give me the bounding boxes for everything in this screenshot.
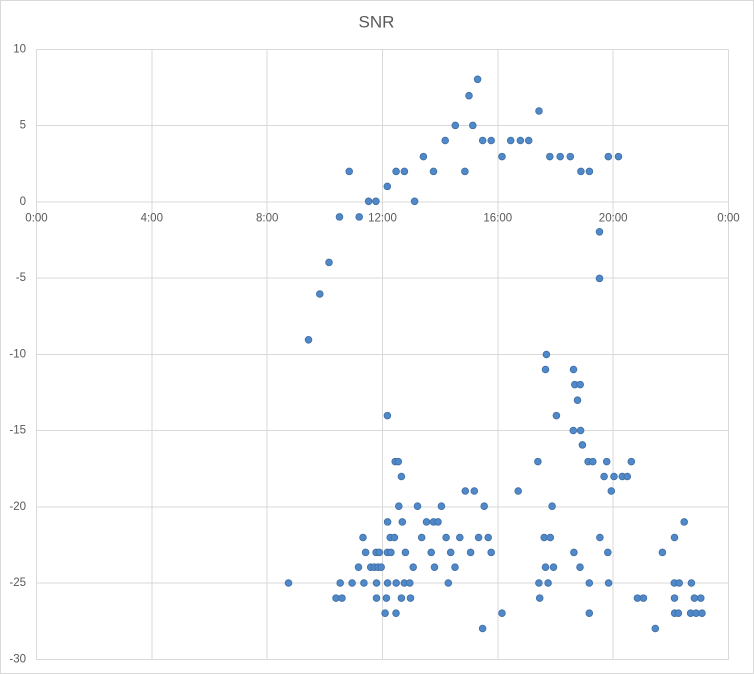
svg-text:-10: -10 [9,349,26,361]
svg-text:-20: -20 [9,501,26,513]
svg-text:-30: -30 [9,654,26,666]
svg-text:12:00: 12:00 [368,212,397,224]
svg-text:-15: -15 [9,425,26,437]
svg-text:0:00: 0:00 [25,212,47,224]
svg-text:20:00: 20:00 [599,212,628,224]
svg-text:5: 5 [20,120,26,132]
svg-text:-5: -5 [16,272,26,284]
svg-text:0:00: 0:00 [717,212,739,224]
svg-text:16:00: 16:00 [483,212,512,224]
svg-text:0: 0 [20,196,26,208]
svg-text:4:00: 4:00 [141,212,163,224]
svg-text:8:00: 8:00 [256,212,278,224]
svg-text:10: 10 [13,43,26,55]
svg-text:SNR: SNR [359,13,395,32]
svg-text:-25: -25 [9,577,26,589]
